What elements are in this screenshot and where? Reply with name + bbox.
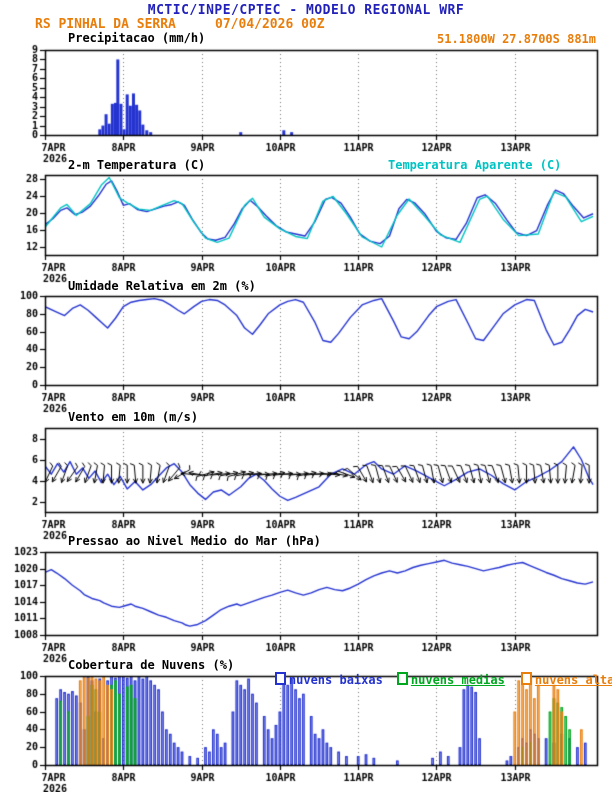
panel-title-wind: Vento em 10m (m/s) xyxy=(68,410,199,424)
panel-title-clouds: Cobertura de Nuvens (%) xyxy=(68,658,235,672)
main-title: MCTIC/INPE/CPTEC - MODELO REGIONAL WRF xyxy=(147,3,465,18)
station-date-line: RS PINHAL DA SERRA 07/04/2026 00Z xyxy=(35,17,325,32)
legend-label-altas: nuvens altas xyxy=(534,673,612,687)
panel-title-humidity: Umidade Relativa em 2m (%) xyxy=(68,279,256,293)
panel-title-temperature: 2-m Temperatura (C) xyxy=(68,158,206,172)
legend-nuvens-baixas: nuvens baixas xyxy=(246,658,383,701)
legend-nuvens-altas: nuvens altas xyxy=(492,658,612,701)
legend-label-medias: nuvens medias xyxy=(410,673,505,687)
legend-box-baixas-icon xyxy=(274,672,286,685)
legend-apparent-temperature: Temperatura Aparente (C) xyxy=(388,158,562,172)
legend-box-medias-icon xyxy=(396,672,408,685)
panel-title-precipitation: Precipitacao (mm/h) xyxy=(68,31,206,45)
legend-box-altas-icon xyxy=(520,672,532,685)
coordinates-label: 51.1800W 27.8700S 881m xyxy=(437,32,596,46)
panel-title-pressure: Pressao ao Nivel Medio do Mar (hPa) xyxy=(68,534,321,548)
legend-nuvens-medias: nuvens medias xyxy=(368,658,505,701)
legend-label-baixas: nuvens baixas xyxy=(288,673,383,687)
